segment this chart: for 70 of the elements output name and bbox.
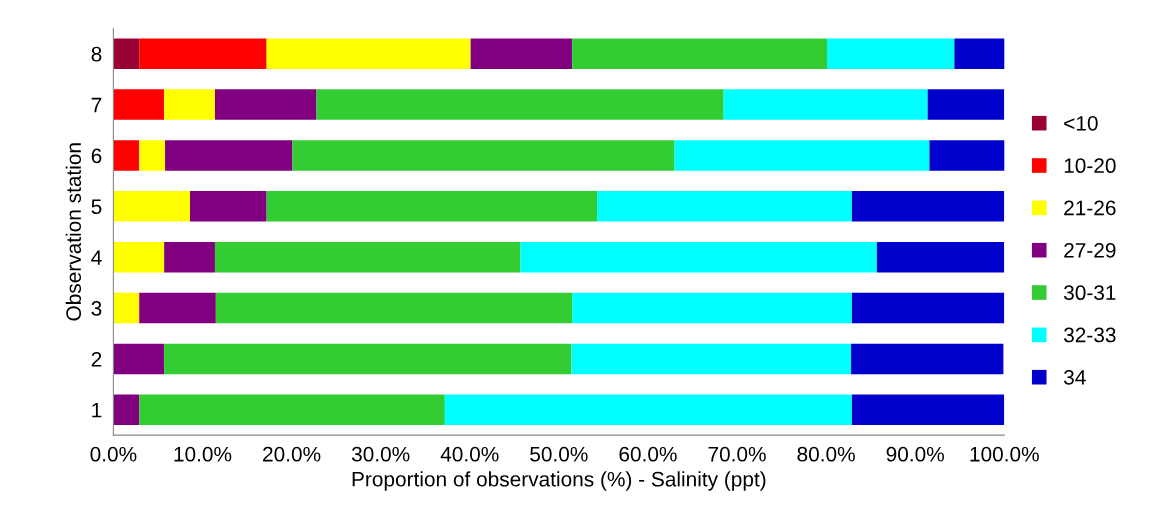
y-tick-label: 2: [91, 351, 102, 367]
bar: [164, 241, 215, 273]
bar: [674, 140, 930, 171]
bar: [266, 38, 471, 70]
bar: [139, 394, 445, 425]
legend-label: <10: [1064, 115, 1098, 131]
x-tick-label: 40.0%: [440, 446, 499, 462]
bar: [316, 89, 724, 120]
bar: [139, 292, 216, 324]
bar: [444, 394, 852, 425]
x-tick-label: 60.0%: [619, 446, 677, 462]
x-tick-label: 80.0%: [797, 446, 855, 462]
bar: [164, 89, 215, 120]
bar: [113, 394, 140, 425]
bar: [113, 292, 140, 324]
legend-label: 21-26: [1064, 200, 1116, 216]
bar: [113, 38, 140, 70]
x-tick-label: 50.0%: [530, 446, 588, 462]
bar: [876, 241, 1005, 273]
x-tick-label: 100.0%: [970, 446, 1039, 462]
bar: [164, 343, 572, 375]
legend-label: 32-33: [1063, 327, 1116, 343]
x-tick-label: 30.0%: [351, 446, 410, 462]
bar: [520, 241, 877, 273]
bar: [266, 191, 598, 222]
y-tick-label: 6: [91, 148, 102, 164]
bar: [929, 140, 1005, 171]
bar: [292, 140, 675, 171]
legend-label: 10-20: [1064, 158, 1116, 174]
bar: [214, 89, 317, 120]
x-tick-label: 20.0%: [263, 446, 321, 462]
y-tick-label: 8: [91, 46, 102, 62]
bar: [851, 394, 1005, 425]
bar: [139, 140, 166, 171]
bar: [572, 38, 827, 70]
bar: [139, 38, 267, 70]
bar: [113, 241, 165, 273]
bar: [165, 140, 293, 171]
bar: [927, 89, 1005, 120]
bar: [214, 241, 521, 273]
bar: [851, 292, 1005, 324]
bar: [723, 89, 928, 120]
bar: [113, 140, 140, 171]
bar: [190, 191, 267, 222]
x-tick-label: 10.0%: [174, 446, 232, 462]
legend-label: 34: [1063, 369, 1086, 385]
y-tick-label: 1: [92, 402, 102, 418]
bar: [113, 89, 165, 120]
y-tick-label: 3: [91, 301, 102, 316]
x-tick-label: 90.0%: [886, 446, 944, 462]
bar: [470, 38, 573, 70]
bar: [215, 292, 573, 324]
x-tick-label: 0.0%: [90, 446, 137, 462]
bar: [571, 343, 852, 375]
legend-label: 27-29: [1064, 242, 1116, 258]
bar: [851, 191, 1005, 222]
bar: [113, 343, 165, 375]
bar: [113, 191, 190, 222]
x-axis-title: Proportion of observations (%) - Salinity (ppt): [352, 471, 766, 491]
y-tick-label: 5: [91, 199, 102, 215]
bar: [572, 292, 852, 324]
bar: [597, 191, 852, 222]
legend-label: 30-31: [1063, 285, 1116, 301]
y-axis-title: Observation station: [65, 143, 82, 321]
bar: [954, 38, 1005, 70]
bar: [826, 38, 955, 70]
x-tick-label: 70.0%: [708, 446, 766, 462]
y-tick-label: 4: [91, 250, 102, 265]
bar: [851, 343, 1004, 375]
y-tick-label: 7: [91, 97, 102, 113]
